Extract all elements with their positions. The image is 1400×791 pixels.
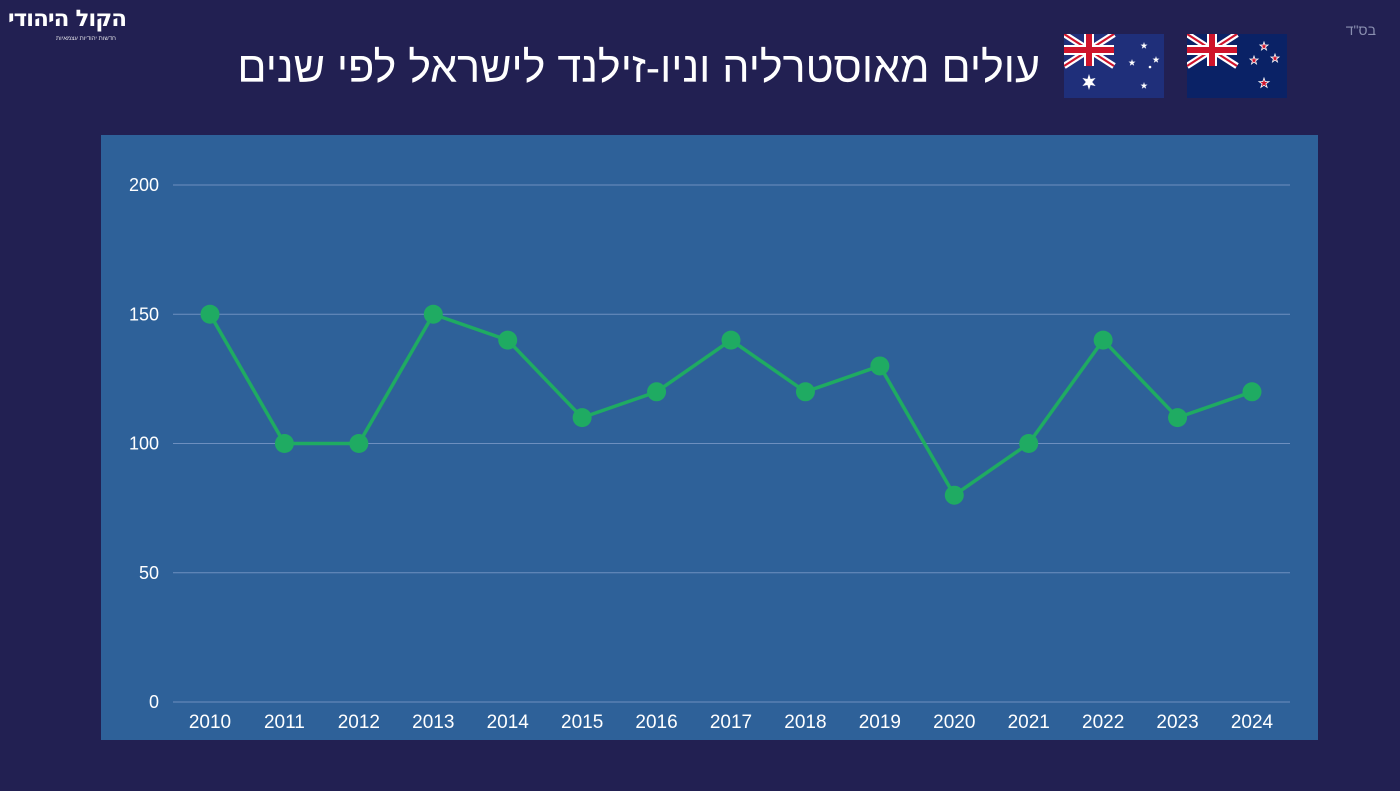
site-logo[interactable]: הקול היהודי חדשות יהודיות עצמאיות bbox=[4, 6, 130, 48]
chart-panel: 0 50 100 150 200 2010 2011 2012 2013 2014 2015 2016… bbox=[101, 135, 1318, 740]
x-tick-label: 2013 bbox=[412, 712, 454, 733]
x-tick-label: 2016 bbox=[635, 712, 677, 733]
data-point bbox=[870, 356, 890, 376]
data-point bbox=[572, 408, 592, 428]
logo-tagline: חדשות יהודיות עצמאיות bbox=[56, 36, 116, 42]
y-tick-label: 200 bbox=[129, 175, 159, 195]
data-point bbox=[721, 330, 741, 350]
x-tick-label: 2022 bbox=[1082, 712, 1124, 733]
logo-text: הקול היהודי bbox=[7, 6, 127, 32]
data-point bbox=[274, 434, 294, 453]
data-point bbox=[1019, 434, 1039, 453]
y-tick-label: 150 bbox=[129, 304, 159, 324]
bsd-mark: בס"ד bbox=[1345, 22, 1376, 38]
x-tick-label: 2018 bbox=[784, 712, 826, 733]
data-point bbox=[498, 330, 518, 350]
x-tick-label: 2015 bbox=[561, 712, 603, 733]
page-title: עולים מאוסטרליה וניו-זילנד לישראל לפי שנ… bbox=[237, 44, 1040, 92]
x-tick-label: 2019 bbox=[859, 712, 901, 733]
x-tick-label: 2017 bbox=[710, 712, 752, 733]
data-point bbox=[1168, 408, 1188, 428]
data-point bbox=[1242, 382, 1262, 402]
data-point bbox=[1093, 330, 1113, 350]
data-point bbox=[200, 304, 220, 324]
data-point bbox=[944, 485, 964, 505]
x-tick-label: 2014 bbox=[487, 712, 530, 733]
data-point bbox=[349, 434, 369, 453]
australia-flag-icon bbox=[1064, 34, 1164, 98]
x-tick-label: 2023 bbox=[1156, 712, 1198, 733]
x-tick-label: 2010 bbox=[189, 712, 231, 733]
x-tick-label: 2012 bbox=[338, 712, 380, 733]
line-chart: 0 50 100 150 200 2010 2011 2012 2013 2014 2015 2016… bbox=[129, 175, 1290, 733]
x-tick-label: 2020 bbox=[933, 712, 975, 733]
y-tick-label: 50 bbox=[139, 563, 159, 583]
x-tick-label: 2021 bbox=[1008, 712, 1050, 733]
y-tick-label: 0 bbox=[149, 692, 159, 712]
data-point bbox=[647, 382, 667, 402]
x-tick-label: 2011 bbox=[264, 712, 305, 733]
data-point bbox=[795, 382, 815, 402]
y-tick-label: 100 bbox=[129, 434, 159, 454]
data-point bbox=[423, 304, 443, 324]
new-zealand-flag-icon bbox=[1187, 34, 1287, 98]
x-tick-label: 2024 bbox=[1231, 712, 1274, 733]
